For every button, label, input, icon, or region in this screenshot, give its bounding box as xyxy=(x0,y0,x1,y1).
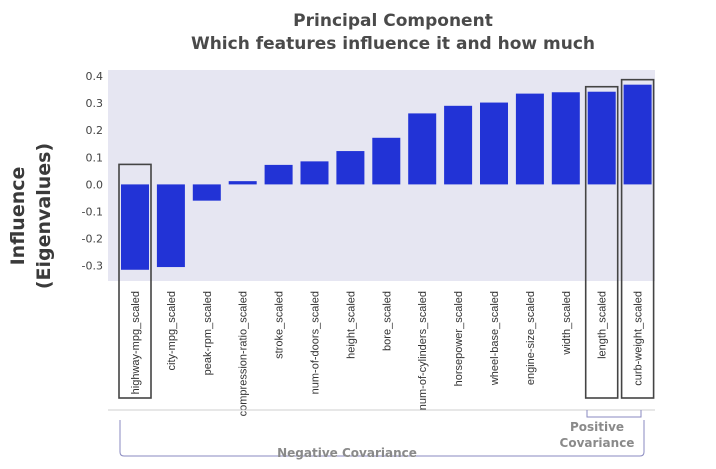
x-tick-label: highway-mpg_scaled xyxy=(130,291,142,394)
highlight-boxes xyxy=(118,78,655,399)
y-tick-label: 0.2 xyxy=(86,124,104,137)
x-tick-label: peak-rpm_scaled xyxy=(202,291,214,375)
y-tick-label: -0.2 xyxy=(82,233,103,246)
bar-wheel-base_scaled xyxy=(480,102,508,185)
y-tick-label: 0.4 xyxy=(86,70,104,83)
x-tick-label: length_scaled xyxy=(597,291,609,359)
highlight-box-length_scaled xyxy=(584,85,619,399)
bar-peak-rpm_scaled xyxy=(192,184,221,201)
x-tick-label: curb-weight_scaled xyxy=(633,291,645,386)
positive-covariance-label-line1: Positive xyxy=(570,420,624,434)
bar-horsepower_scaled xyxy=(444,105,473,185)
bar-num-of-cylinders_scaled xyxy=(408,113,437,185)
x-tick-label: height_scaled xyxy=(345,291,357,359)
x-tick-label: wheel-base_scaled xyxy=(489,291,501,386)
x-tick-label: num-of-cylinders_scaled xyxy=(417,291,429,410)
y-tick-label: -0.3 xyxy=(82,260,103,273)
bar-compression-ratio_scaled xyxy=(228,181,257,185)
chart-title-line2: Which features influence it and how much xyxy=(191,34,595,54)
bar-height_scaled xyxy=(336,151,365,185)
bar-city-mpg_scaled xyxy=(156,184,185,268)
bar-length_scaled xyxy=(587,91,616,185)
x-tick-label: bore_scaled xyxy=(381,291,393,351)
bar-stroke_scaled xyxy=(264,164,293,185)
y-tick-label: -0.1 xyxy=(82,206,103,219)
x-tick-label: width_scaled xyxy=(561,291,573,356)
y-tick-label: 0.3 xyxy=(86,97,104,110)
negative-covariance-bracket xyxy=(119,420,645,457)
x-tick-label: num-of-doors_scaled xyxy=(310,291,322,394)
y-tick-label: 0.0 xyxy=(86,178,104,191)
negative-covariance-label: Negative Covariance xyxy=(277,446,417,460)
x-tick-label: compression-ratio_scaled xyxy=(238,291,250,416)
highlight-box-curb-weight_scaled xyxy=(620,78,655,399)
bar-bore_scaled xyxy=(372,137,401,185)
x-axis-category-labels: highway-mpg_scaled city-mpg_scaled peak-rp… xyxy=(130,291,645,416)
bar-highway-mpg_scaled xyxy=(121,184,149,270)
y-tick-label: 0.1 xyxy=(86,151,104,164)
bar-series xyxy=(121,84,652,270)
x-tick-label: stroke_scaled xyxy=(274,291,286,359)
x-tick-label: city-mpg_scaled xyxy=(166,291,178,370)
chart-title-line1: Principal Component xyxy=(293,11,493,31)
x-tick-label: horsepower_scaled xyxy=(453,291,465,386)
positive-covariance-bracket xyxy=(586,410,642,418)
highlight-box-highway-mpg_scaled xyxy=(118,163,152,399)
y-axis-ticks: 0.4 0.3 0.2 0.1 0.0 -0.1 -0.2 -0.3 xyxy=(82,70,103,273)
y-axis-label-line1: Influence xyxy=(7,167,29,266)
bar-curb-weight_scaled xyxy=(623,84,652,185)
y-axis-label-line2: (Eigenvalues) xyxy=(33,143,55,289)
bar-engine-size_scaled xyxy=(515,93,544,185)
bar-width_scaled xyxy=(551,92,580,185)
bar-num-of-doors_scaled xyxy=(300,161,329,185)
positive-covariance-label-line2: Covariance xyxy=(560,436,635,450)
x-tick-label: engine-size_scaled xyxy=(525,291,537,385)
